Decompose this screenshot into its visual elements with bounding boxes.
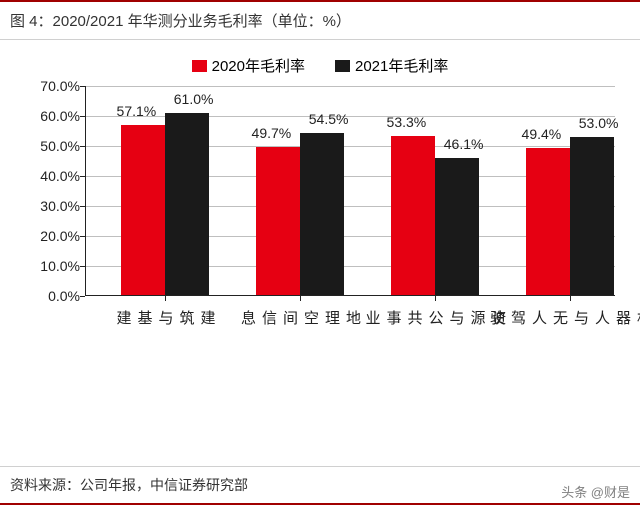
bar: 46.1% xyxy=(435,158,479,296)
y-tick-label: 30.0% xyxy=(20,198,80,214)
chart-header: 图 4：2020/2021 年华测分业务毛利率（单位：%） xyxy=(0,0,640,40)
bar-value-label: 53.3% xyxy=(387,114,427,130)
x-axis-label: 地理空间信息 xyxy=(237,310,363,327)
y-axis: 0.0%10.0%20.0%30.0%40.0%50.0%60.0%70.0% xyxy=(20,86,80,296)
bar: 53.0% xyxy=(570,137,614,296)
y-tick-mark xyxy=(80,86,85,87)
bar-value-label: 57.1% xyxy=(117,103,157,119)
bar-group: 49.4%53.0% xyxy=(526,137,614,296)
bar-value-label: 53.0% xyxy=(579,115,619,131)
y-tick-mark xyxy=(80,176,85,177)
y-tick-mark xyxy=(80,266,85,267)
bar-value-label: 54.5% xyxy=(309,111,349,127)
legend: 2020年毛利率 2021年毛利率 xyxy=(10,55,630,76)
bar-group: 49.7%54.5% xyxy=(256,133,344,297)
x-axis-label: 建筑与基建 xyxy=(113,310,218,327)
bar-group: 57.1%61.0% xyxy=(121,113,209,296)
x-axis-label: 机器人与无人驾驶 xyxy=(486,310,640,327)
legend-swatch-2020 xyxy=(192,60,207,72)
legend-swatch-2021 xyxy=(335,60,350,72)
legend-item-2021: 2021年毛利率 xyxy=(335,55,448,76)
legend-label-2021: 2021年毛利率 xyxy=(355,55,448,76)
source-text: 资料来源：公司年报，中信证券研究部 xyxy=(10,475,630,495)
bar-value-label: 49.7% xyxy=(252,125,292,141)
y-tick-label: 60.0% xyxy=(20,108,80,124)
bar-value-label: 46.1% xyxy=(444,136,484,152)
attribution-text: 头条 @财是 xyxy=(561,482,630,501)
bar: 54.5% xyxy=(300,133,344,297)
bar: 61.0% xyxy=(165,113,209,296)
x-tick-mark xyxy=(165,296,166,301)
chart-area: 2020年毛利率 2021年毛利率 0.0%10.0%20.0%30.0%40.… xyxy=(10,55,630,445)
y-tick-label: 40.0% xyxy=(20,168,80,184)
y-tick-mark xyxy=(80,236,85,237)
legend-item-2020: 2020年毛利率 xyxy=(192,55,305,76)
y-tick-label: 70.0% xyxy=(20,78,80,94)
bar: 57.1% xyxy=(121,125,165,296)
bar: 53.3% xyxy=(391,136,435,296)
chart-title: 图 4：2020/2021 年华测分业务毛利率（单位：%） xyxy=(10,10,630,31)
bar-group: 53.3%46.1% xyxy=(391,136,479,296)
bar: 49.4% xyxy=(526,148,570,296)
y-axis-line xyxy=(85,86,86,296)
plot-region: 0.0%10.0%20.0%30.0%40.0%50.0%60.0%70.0% … xyxy=(85,86,615,296)
bar-value-label: 49.4% xyxy=(522,126,562,142)
x-tick-mark xyxy=(570,296,571,301)
y-tick-mark xyxy=(80,146,85,147)
x-tick-mark xyxy=(300,296,301,301)
bar: 49.7% xyxy=(256,147,300,296)
y-tick-label: 0.0% xyxy=(20,288,80,304)
y-tick-mark xyxy=(80,206,85,207)
y-tick-label: 50.0% xyxy=(20,138,80,154)
chart-footer: 资料来源：公司年报，中信证券研究部 xyxy=(0,466,640,505)
y-tick-mark xyxy=(80,116,85,117)
y-tick-label: 10.0% xyxy=(20,258,80,274)
bars-layer: 57.1%61.0%49.7%54.5%53.3%46.1%49.4%53.0% xyxy=(85,86,615,296)
bar-value-label: 61.0% xyxy=(174,91,214,107)
x-tick-mark xyxy=(435,296,436,301)
y-tick-label: 20.0% xyxy=(20,228,80,244)
y-tick-mark xyxy=(80,296,85,297)
legend-label-2020: 2020年毛利率 xyxy=(212,55,305,76)
